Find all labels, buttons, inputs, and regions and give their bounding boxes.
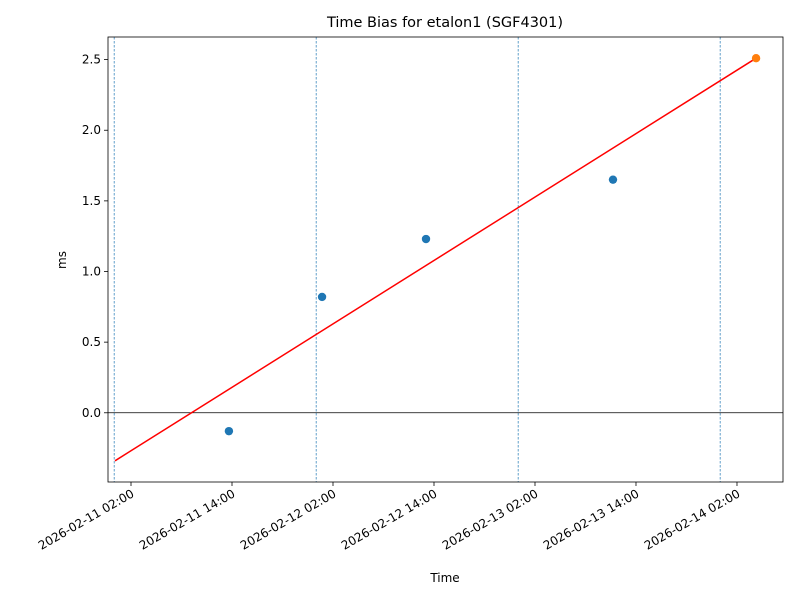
x-tick-label: 2026-02-13 14:00 xyxy=(541,486,642,552)
data-point xyxy=(317,292,327,302)
y-tick-label: 0.5 xyxy=(82,335,101,349)
y-tick-label: 1.0 xyxy=(82,265,101,279)
data-point xyxy=(608,175,618,184)
data-point xyxy=(421,234,431,244)
trend-line xyxy=(114,57,757,462)
x-tick-label: 2026-02-11 02:00 xyxy=(36,486,137,552)
x-tick-label: 2026-02-12 14:00 xyxy=(339,486,440,552)
chart-title: Time Bias for etalon1 (SGF4301) xyxy=(326,15,563,31)
y-tick-label: 0.0 xyxy=(82,406,101,420)
x-axis-label: Time xyxy=(429,571,459,585)
plot-frame xyxy=(107,36,784,483)
y-axis-label: ms xyxy=(55,251,69,269)
x-tick-label: 2026-02-13 02:00 xyxy=(440,486,541,552)
x-tick-label: 2026-02-11 14:00 xyxy=(137,486,238,552)
y-tick-label: 2.5 xyxy=(82,53,101,67)
x-tick-label: 2026-02-12 02:00 xyxy=(238,486,339,552)
data-point xyxy=(224,426,234,436)
data-point xyxy=(751,53,761,63)
x-tick-label: 2026-02-14 02:00 xyxy=(642,486,743,552)
y-tick-label: 2.0 xyxy=(82,123,101,137)
y-tick-label: 1.5 xyxy=(82,194,101,208)
